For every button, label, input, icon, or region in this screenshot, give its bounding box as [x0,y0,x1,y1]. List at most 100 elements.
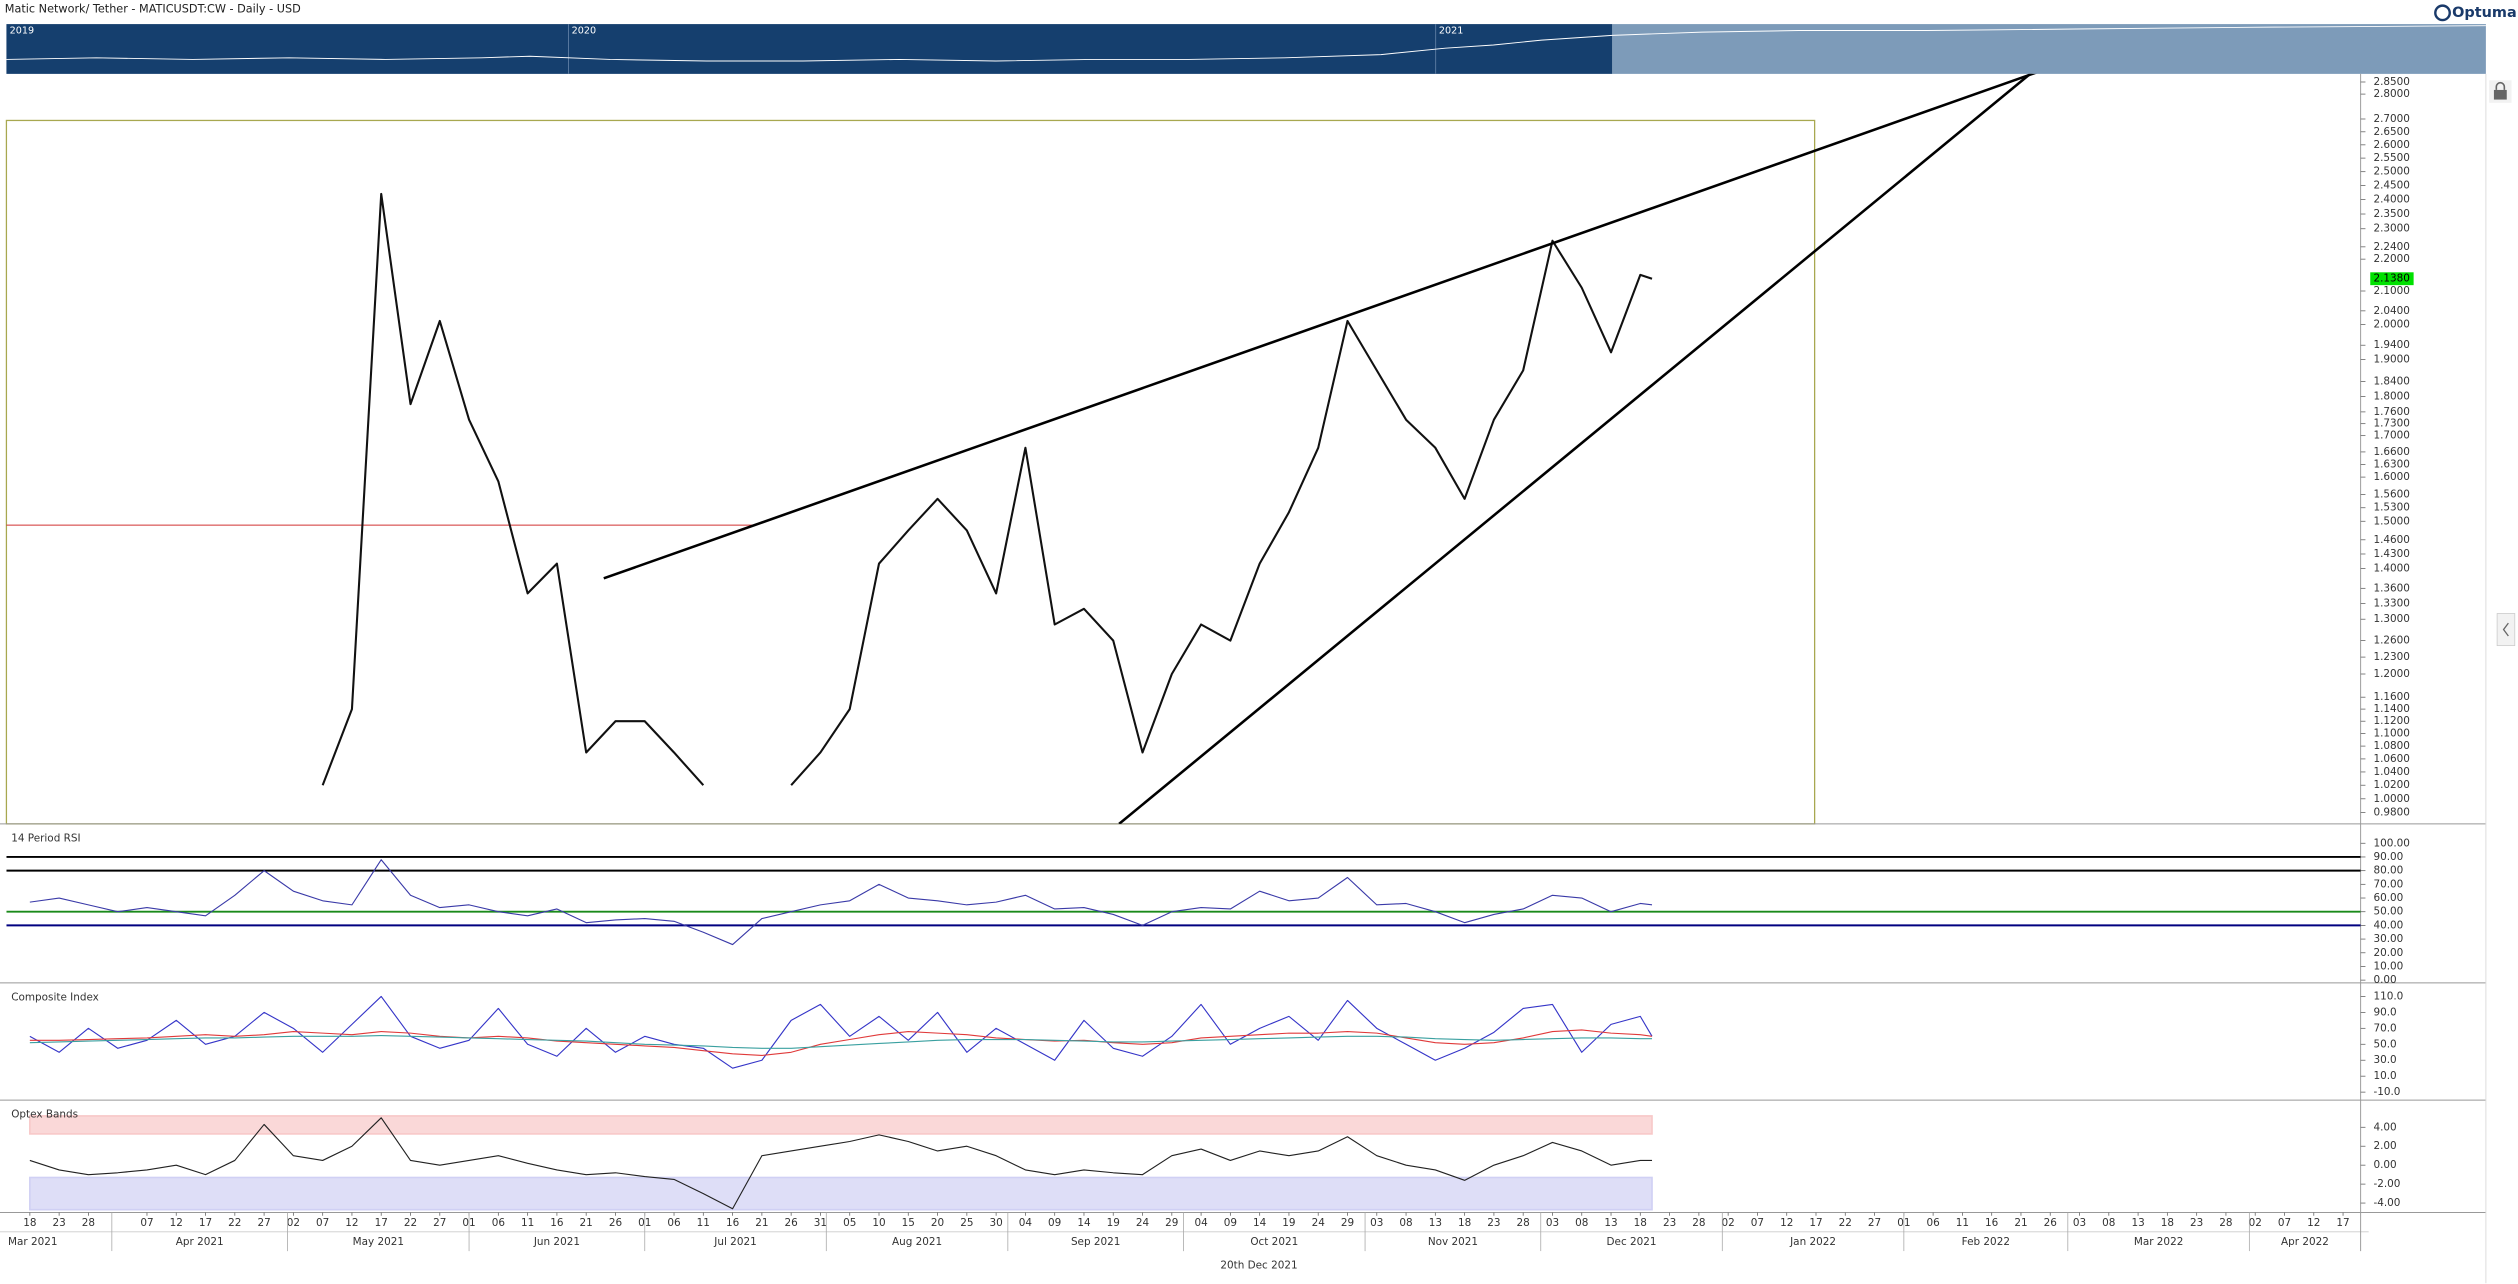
x-tick-label: 25 [960,1217,973,1229]
y-tick-label: 1.5600 [2373,488,2409,500]
chart-title: Matic Network/ Tether - MATICUSDT:CW - D… [5,3,301,16]
x-tick-label: 19 [1282,1217,1295,1229]
y-tick-label: 1.4300 [2373,548,2409,560]
month-label: Sep 2021 [1071,1236,1120,1248]
panel-title: Composite Index [11,991,99,1003]
y-tick-label: 2.8000 [2373,88,2409,100]
navigator-window[interactable] [1612,24,2486,74]
series-line [29,1034,1653,1049]
navigator-label: 2021 [1439,26,1463,37]
x-tick-label: 22 [228,1217,241,1229]
y-tick-label: 0.9800 [2373,807,2409,819]
month-label: Nov 2021 [1428,1236,1478,1248]
month-label: Oct 2021 [1250,1236,1298,1248]
y-tick-label: 1.8000 [2373,391,2409,403]
y-tick-label: 1.2600 [2373,635,2409,647]
y-tick-label: 1.5000 [2373,515,2409,527]
y-tick-label: 2.4000 [2373,194,2409,206]
y-tick-label: 1.3300 [2373,598,2409,610]
logo: Optuma [2452,5,2517,21]
x-tick-label: 13 [1429,1217,1442,1229]
x-tick-label: 15 [902,1217,915,1229]
x-tick-label: 21 [580,1217,593,1229]
x-tick-label: 17 [2336,1217,2349,1229]
x-tick-label: 10 [872,1217,885,1229]
x-tick-label: 06 [667,1217,680,1229]
y-tick-label: 1.7000 [2373,430,2409,442]
y-tick-label: 1.2000 [2373,668,2409,680]
logo-mark [2434,4,2451,22]
y-tick-label: 1.3600 [2373,582,2409,594]
panel-title: Optex Bands [11,1109,78,1121]
y-tick-label: 1.0000 [2373,793,2409,805]
navigator[interactable]: 2019 2020 2021 [6,24,2486,74]
y-tick-label: 2.0000 [2373,318,2409,330]
x-tick-label: 23 [52,1217,65,1229]
button-bg [2496,613,2516,647]
y-tick-label: 2.1000 [2373,285,2409,297]
y-tick-label: 2.4500 [2373,179,2409,191]
x-tick-label: 12 [345,1217,358,1229]
x-tick-label: 26 [2044,1217,2057,1229]
x-tick-label: 06 [492,1217,505,1229]
y-tick-label: 40.00 [2373,919,2403,931]
price-tag-label: 2.1380 [2373,273,2409,285]
lock-button[interactable] [2489,80,2512,103]
y-tick-label: 90.00 [2373,851,2403,863]
x-tick-label: 24 [1312,1217,1326,1229]
y-tick-label: -4.00 [2373,1197,2400,1209]
trendline [1118,73,2033,824]
y-tick-label: 2.6000 [2373,139,2409,151]
y-tick-label: 1.3000 [2373,613,2409,625]
month-label: Apr 2021 [176,1236,224,1248]
x-tick-label: 08 [1575,1217,1588,1229]
x-tick-label: 17 [375,1217,388,1229]
x-tick-label: 04 [1019,1217,1033,1229]
y-tick-label: 10.0 [2373,1070,2396,1082]
panel [321,73,2037,824]
x-tick-label: 24 [1136,1217,1150,1229]
x-tick-label: 23 [1487,1217,1500,1229]
y-tick-label: 1.6600 [2373,446,2409,458]
series-line [29,1117,1653,1210]
x-tick-label: 29 [1341,1217,1354,1229]
y-tick-label: 80.00 [2373,865,2403,877]
lock-body [2493,89,2507,100]
x-tick-label: 28 [1692,1217,1705,1229]
x-tick-label: 21 [755,1217,768,1229]
y-tick-label: 1.5300 [2373,502,2409,514]
x-tick-label: 08 [2102,1217,2115,1229]
x-tick-label: 19 [1107,1217,1120,1229]
y-tick-label: 2.00 [2373,1140,2396,1152]
month-label: Mar 2021 [8,1236,57,1248]
x-tick-label: 09 [1224,1217,1237,1229]
navigator-history [6,24,1613,74]
y-tick-label: 60.00 [2373,892,2403,904]
x-tick-label: 23 [1663,1217,1676,1229]
x-tick-label: 05 [843,1217,856,1229]
x-tick-label: 22 [1839,1217,1852,1229]
y-tick-label: 1.0400 [2373,766,2409,778]
x-tick-label: 13 [2131,1217,2144,1229]
x-tick-label: 06 [1926,1217,1939,1229]
x-tick-label: 17 [1809,1217,1822,1229]
y-tick-label: 2.3500 [2373,208,2409,220]
month-label: Jan 2022 [1789,1236,1836,1248]
month-label: Apr 2022 [2281,1236,2329,1248]
y-tick-label: 1.0200 [2373,779,2409,791]
y-tick-label: 2.0400 [2373,305,2409,317]
x-tick-label: 07 [140,1217,153,1229]
x-tick-label: 14 [1253,1217,1267,1229]
series-line [321,192,1653,786]
y-tick-label: 1.7600 [2373,406,2409,418]
collapse-button[interactable] [2496,613,2516,647]
x-tick-label: 26 [785,1217,798,1229]
band [29,1176,1653,1211]
x-tick-label: 31 [814,1217,827,1229]
x-tick-label: 18 [2161,1217,2174,1229]
y-tick-label: 0.00 [2373,974,2396,986]
y-tick-label: 2.6500 [2373,126,2409,138]
y-tick-label: 110.0 [2373,990,2403,1002]
x-tick-label: 12 [1780,1217,1793,1229]
